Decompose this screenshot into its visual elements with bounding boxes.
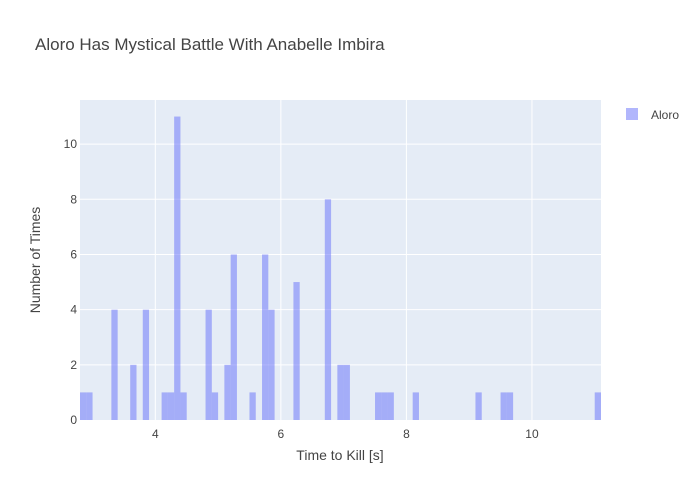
histogram-bar[interactable] [80, 392, 87, 420]
histogram-bar[interactable] [337, 364, 344, 420]
histogram-bar[interactable] [343, 364, 350, 420]
x-tick-label: 10 [525, 427, 539, 441]
x-tick-labels: 4 6 8 10 [152, 427, 539, 441]
histogram-bar[interactable] [506, 392, 514, 420]
legend[interactable]: Aloro [626, 108, 679, 122]
y-tick-label: 4 [70, 303, 77, 317]
bars [80, 116, 601, 420]
histogram-bar[interactable] [230, 254, 237, 420]
chart-title: Aloro Has Mystical Battle With Anabelle … [35, 35, 385, 54]
histogram-bar[interactable] [161, 392, 168, 420]
y-tick-label: 10 [64, 137, 78, 151]
histogram-bar[interactable] [594, 392, 601, 420]
histogram-bar[interactable] [142, 309, 150, 420]
histogram-bar[interactable] [324, 199, 332, 420]
histogram-bar[interactable] [167, 392, 175, 420]
x-tick-label: 6 [278, 427, 285, 441]
histogram-bar[interactable] [180, 392, 187, 420]
gridlines [80, 100, 601, 420]
histogram-bar[interactable] [111, 309, 118, 420]
x-tick-label: 4 [152, 427, 159, 441]
legend-label-aloro[interactable]: Aloro [651, 108, 679, 122]
histogram-bar[interactable] [130, 364, 137, 420]
histogram-bar[interactable] [381, 392, 388, 420]
y-tick-label: 8 [70, 192, 77, 206]
histogram-bar[interactable] [412, 392, 419, 420]
y-tick-label: 6 [70, 247, 77, 261]
y-tick-labels: 0 2 4 6 8 10 [64, 137, 78, 427]
histogram-bar[interactable] [268, 309, 275, 420]
y-axis-title: Number of Times [27, 207, 43, 314]
histogram-bar[interactable] [211, 392, 219, 420]
x-axis-title: Time to Kill [s] [296, 447, 383, 463]
legend-swatch-aloro[interactable] [626, 108, 638, 120]
histogram-bar[interactable] [249, 392, 256, 420]
histogram-bar[interactable] [375, 392, 382, 420]
x-tick-label: 8 [403, 427, 410, 441]
histogram-bar[interactable] [475, 392, 482, 420]
y-tick-label: 2 [70, 358, 77, 372]
histogram-bar[interactable] [205, 309, 212, 420]
histogram-bar[interactable] [500, 392, 507, 420]
histogram-bar[interactable] [224, 364, 231, 420]
y-tick-label: 0 [70, 413, 77, 427]
histogram-bar[interactable] [293, 282, 300, 420]
histogram-bar[interactable] [86, 392, 93, 420]
histogram-bar[interactable] [262, 254, 269, 420]
histogram-bar[interactable] [387, 392, 394, 420]
histogram-bar[interactable] [174, 116, 181, 420]
